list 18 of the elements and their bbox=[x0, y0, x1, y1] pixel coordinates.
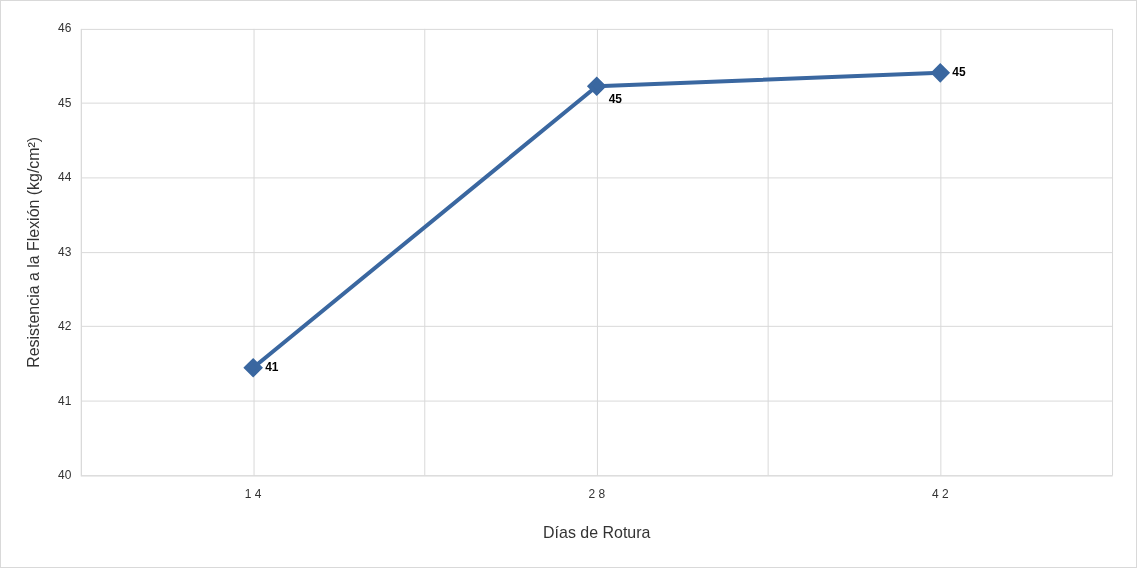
point bbox=[244, 358, 263, 377]
y-tick-label: 43 bbox=[58, 244, 72, 259]
x-tick-label: 2 8 bbox=[588, 487, 606, 502]
y-tick-label: 45 bbox=[58, 95, 72, 110]
y-tick-label: 40 bbox=[58, 468, 72, 483]
x-tick-label: 4 2 bbox=[931, 487, 949, 502]
data-label: 45 bbox=[952, 65, 966, 80]
y-tick-label: 41 bbox=[58, 393, 72, 408]
y-tick-label: 46 bbox=[58, 21, 72, 36]
y-tick-label: 42 bbox=[58, 319, 72, 334]
point bbox=[587, 77, 606, 96]
data-label: 41 bbox=[265, 360, 279, 375]
y-tick-label: 44 bbox=[58, 170, 72, 185]
y-axis-title: Resistencia a la Flexión (kg/cm²) bbox=[24, 136, 42, 368]
point bbox=[931, 63, 950, 82]
x-tick-label: 1 4 bbox=[244, 487, 262, 502]
data-label: 45 bbox=[608, 92, 623, 107]
x-axis-title: Días de Rotura bbox=[543, 523, 651, 541]
